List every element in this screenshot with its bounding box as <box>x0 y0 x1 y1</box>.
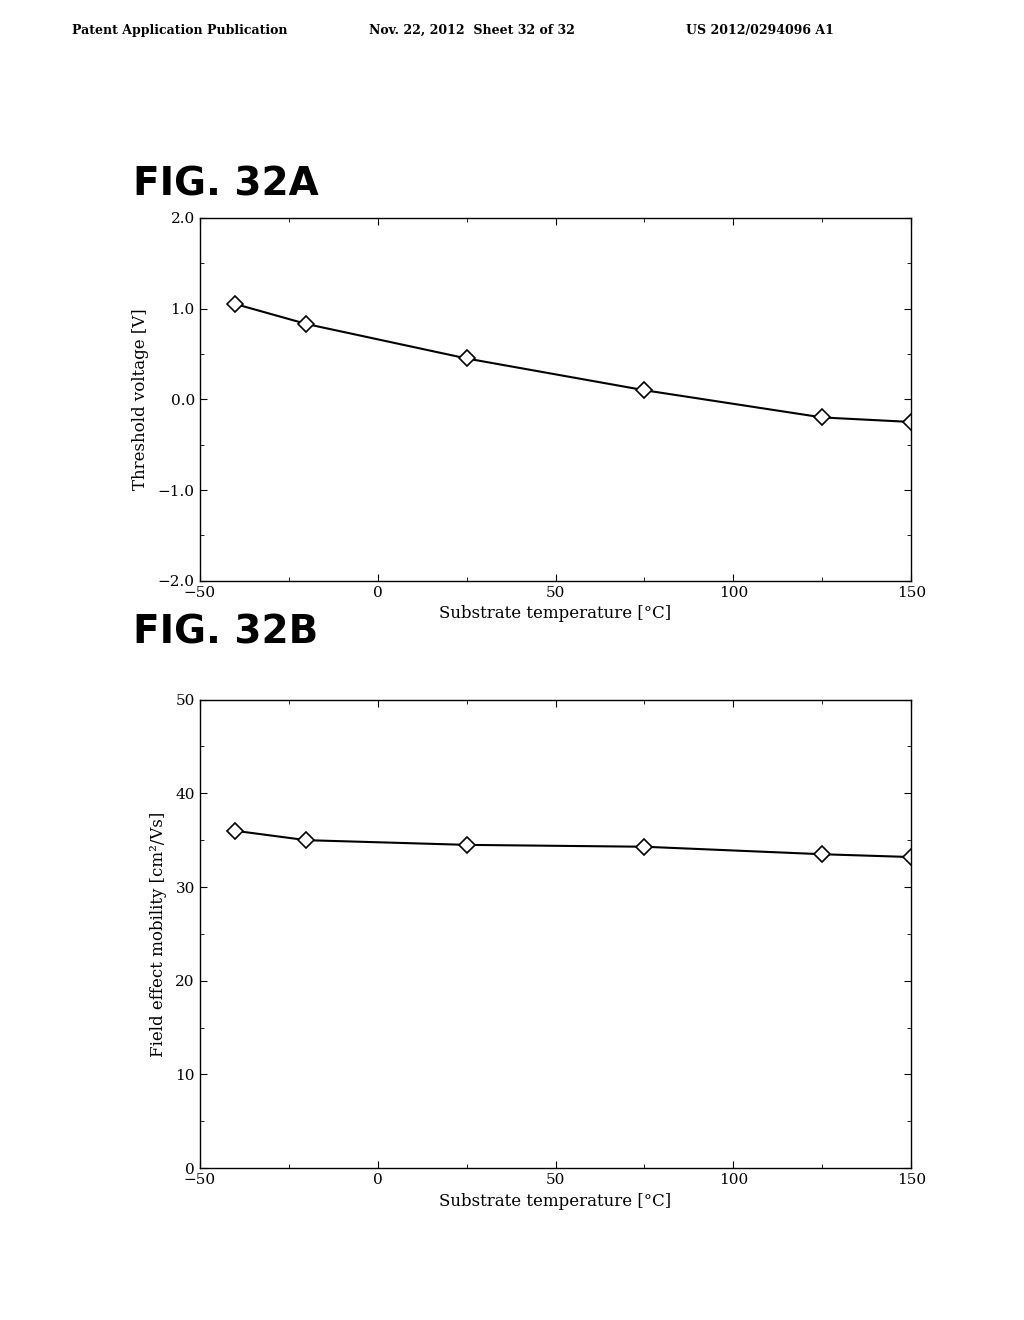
Text: Patent Application Publication: Patent Application Publication <box>72 24 287 37</box>
Text: FIG. 32B: FIG. 32B <box>133 614 318 652</box>
Text: FIG. 32A: FIG. 32A <box>133 165 318 203</box>
Text: Nov. 22, 2012  Sheet 32 of 32: Nov. 22, 2012 Sheet 32 of 32 <box>369 24 574 37</box>
Y-axis label: Threshold voltage [V]: Threshold voltage [V] <box>132 309 150 490</box>
X-axis label: Substrate temperature [°C]: Substrate temperature [°C] <box>439 1192 672 1209</box>
Text: US 2012/0294096 A1: US 2012/0294096 A1 <box>686 24 834 37</box>
X-axis label: Substrate temperature [°C]: Substrate temperature [°C] <box>439 605 672 622</box>
Y-axis label: Field effect mobility [cm²/Vs]: Field effect mobility [cm²/Vs] <box>150 812 167 1056</box>
